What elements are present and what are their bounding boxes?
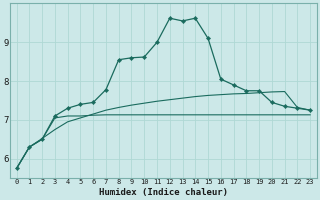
X-axis label: Humidex (Indice chaleur): Humidex (Indice chaleur) (99, 188, 228, 197)
